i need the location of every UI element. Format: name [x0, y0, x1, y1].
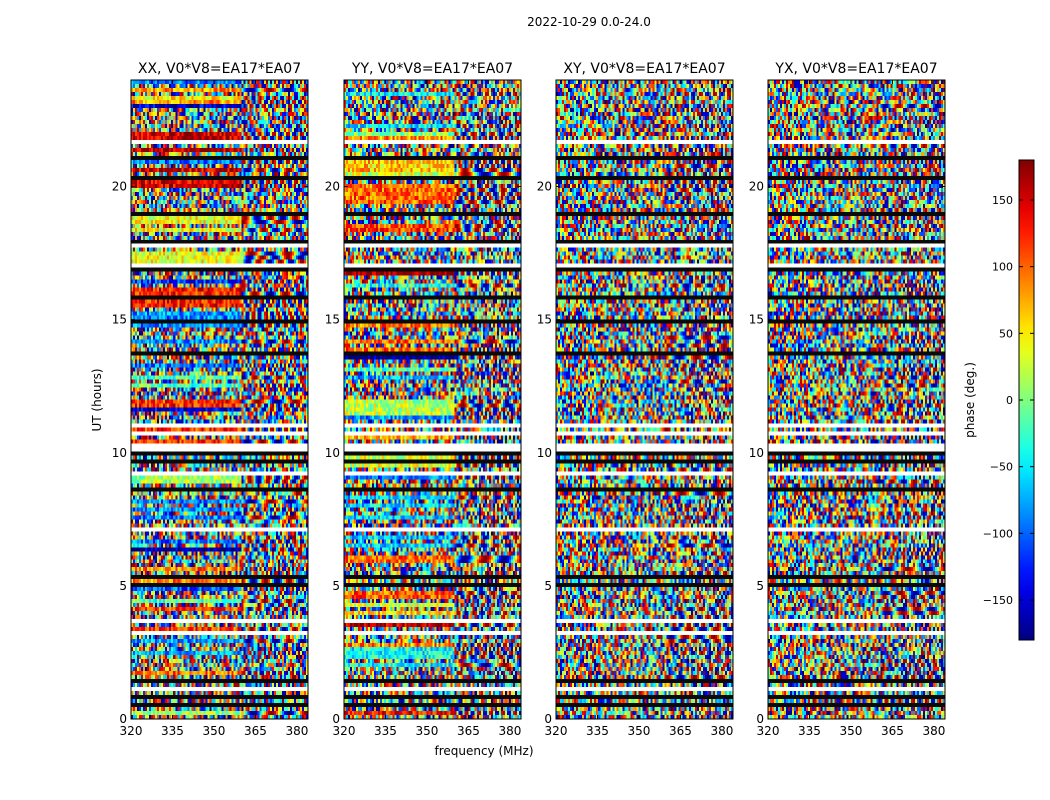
y-tick-label: 0 — [119, 712, 127, 726]
x-tick-label: 320 — [333, 724, 356, 738]
figure-suptitle: 2022-10-29 0.0-24.0 — [527, 15, 651, 29]
panel-title: XY, V0*V8=EA17*EA07 — [563, 61, 725, 77]
y-tick-label: 5 — [332, 579, 340, 593]
y-tick-label: 10 — [749, 446, 764, 460]
y-axis-label: UT (hours) — [90, 368, 104, 431]
axes-frame — [343, 79, 522, 720]
colorbar-tick-label: 50 — [999, 327, 1013, 340]
x-tick-label: 350 — [203, 724, 226, 738]
y-tick-label: 15 — [112, 313, 127, 327]
y-tick-label: 5 — [119, 579, 127, 593]
phase-heatmap — [344, 80, 521, 719]
y-tick-label: 0 — [756, 712, 764, 726]
panel-xx: XX, V0*V8=EA17*EA07 320 335 350 365 380 0 5 10 15… — [112, 61, 309, 738]
x-tick-label: 335 — [374, 724, 397, 738]
colorbar-tick-label: 150 — [992, 194, 1013, 207]
colorbar-label: phase (deg.) — [963, 362, 977, 438]
x-tick-label: 380 — [922, 724, 945, 738]
x-tick-label: 335 — [161, 724, 184, 738]
panels: XX, V0*V8=EA17*EA07 320 335 350 365 380 0 5 10 15… — [112, 61, 946, 738]
x-tick-label: 335 — [798, 724, 821, 738]
panel-yy: YY, V0*V8=EA17*EA07 320 335 350 365 380 0 5 10 15… — [325, 61, 522, 738]
panel-title: XX, V0*V8=EA17*EA07 — [138, 61, 301, 77]
x-tick-label: 365 — [881, 724, 904, 738]
y-tick-label: 15 — [749, 313, 764, 327]
y-tick-label: 15 — [325, 313, 340, 327]
y-tick-label: 20 — [112, 180, 127, 194]
y-tick-label: 10 — [325, 446, 340, 460]
colorbar-tick-label: 100 — [992, 261, 1013, 274]
y-tick-label: 0 — [332, 712, 340, 726]
panel-xy: XY, V0*V8=EA17*EA07 320 335 350 365 380 0 5 10 15… — [537, 61, 734, 738]
y-tick-label: 20 — [749, 180, 764, 194]
colorbar-tick-label: 0 — [1006, 394, 1013, 407]
x-tick-label: 350 — [416, 724, 439, 738]
colorbar-tick-label: −50 — [990, 461, 1013, 474]
x-axis-label: frequency (MHz) — [434, 744, 533, 758]
x-tick-label: 380 — [498, 724, 521, 738]
axes-frame — [767, 79, 946, 720]
x-tick-label: 365 — [457, 724, 480, 738]
y-tick-label: 5 — [756, 579, 764, 593]
phase-heatmap — [768, 80, 945, 719]
axes-frame — [130, 79, 309, 720]
y-tick-label: 10 — [537, 446, 552, 460]
colorbar-tick-label: −150 — [983, 594, 1013, 607]
x-tick-label: 320 — [120, 724, 143, 738]
colorbar: −150 −100 −50 0 50 100 150 — [983, 159, 1035, 641]
panel-yx: YX, V0*V8=EA17*EA07 320 335 350 365 380 0 5 10 15… — [749, 61, 946, 738]
panel-title: YY, V0*V8=EA17*EA07 — [351, 61, 513, 77]
y-tick-label: 20 — [537, 180, 552, 194]
x-tick-label: 365 — [244, 724, 267, 738]
colorbar-tick-label: −100 — [983, 527, 1013, 540]
phase-heatmap — [556, 80, 733, 719]
x-tick-label: 380 — [710, 724, 733, 738]
y-tick-label: 20 — [325, 180, 340, 194]
y-tick-label: 15 — [537, 313, 552, 327]
y-tick-label: 0 — [544, 712, 552, 726]
phase-heatmap — [131, 80, 308, 719]
x-tick-label: 380 — [285, 724, 308, 738]
axes-frame — [555, 79, 734, 720]
panel-title: YX, V0*V8=EA17*EA07 — [774, 61, 937, 77]
x-tick-label: 350 — [628, 724, 651, 738]
x-tick-label: 350 — [840, 724, 863, 738]
x-tick-label: 320 — [545, 724, 568, 738]
y-tick-label: 5 — [544, 579, 552, 593]
x-tick-label: 335 — [586, 724, 609, 738]
x-tick-label: 320 — [757, 724, 780, 738]
y-tick-label: 10 — [112, 446, 127, 460]
x-tick-label: 365 — [669, 724, 692, 738]
